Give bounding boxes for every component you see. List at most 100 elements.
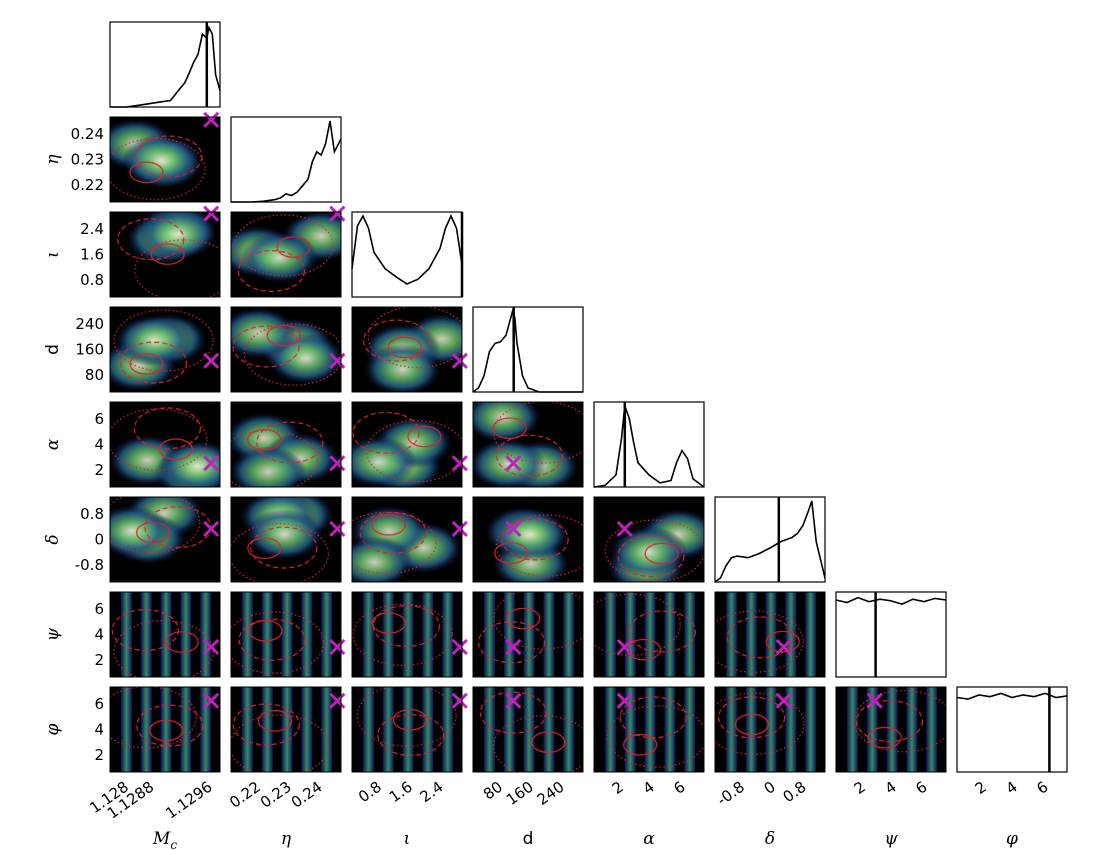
panel-d-vs-iota	[351, 306, 468, 393]
truth-marker-d-vs-Mc	[203, 352, 220, 369]
panel-d-vs-d	[472, 306, 584, 393]
truth-marker-psi-vs-alpha	[616, 638, 633, 656]
panel-alpha-vs-alpha	[593, 401, 705, 488]
ytick-d-0: 80	[85, 366, 104, 384]
ytick-eta-0: 0.22	[71, 176, 104, 194]
ytick-phi-1: 4	[94, 721, 104, 739]
xtick-iota-0: 0.8	[355, 778, 385, 806]
xlabel-psi: ψ	[884, 829, 898, 849]
truth-marker-phi-vs-alpha	[616, 692, 633, 709]
panel-psi-vs-eta	[230, 591, 346, 678]
truth-marker-d-vs-eta	[329, 352, 346, 369]
panel-alpha-vs-d	[472, 401, 584, 488]
ytick-delta-2: 0.8	[80, 505, 104, 523]
panel-Mc-vs-Mc	[109, 21, 221, 108]
ytick-d-2: 240	[75, 315, 104, 333]
marginal-curve-iota	[351, 214, 463, 285]
marginal-frame-d	[472, 306, 584, 393]
ytick-iota-1: 1.6	[80, 246, 104, 264]
ytick-alpha-0: 2	[94, 461, 104, 479]
ytick-iota-0: 0.8	[80, 271, 104, 289]
xtick-Mc-2: 1.1296	[162, 778, 215, 823]
truth-marker-psi-vs-eta	[329, 638, 346, 656]
panel-eta-vs-Mc	[109, 111, 221, 203]
xtick-delta-2: 0.8	[780, 778, 810, 806]
xlabel-iota: ι	[404, 829, 411, 849]
marginal-frame-delta	[714, 496, 826, 583]
ytick-delta-0: -0.8	[75, 556, 104, 574]
xlabel-Mc: Mc	[152, 829, 177, 850]
truth-marker-phi-vs-psi	[866, 692, 883, 709]
panel-alpha-vs-Mc	[109, 401, 221, 488]
ytick-eta-2: 0.24	[71, 125, 104, 143]
truth-marker-delta-vs-d	[505, 520, 522, 537]
truth-marker-delta-vs-alpha	[616, 520, 633, 537]
panel-delta-vs-alpha	[593, 496, 705, 583]
xtick-d-1: 160	[503, 778, 537, 809]
xtick-d-2: 240	[534, 778, 568, 809]
xtick-psi-0: 2	[851, 778, 869, 798]
marginal-curve-Mc	[110, 25, 221, 108]
ylabel-psi: ψ	[43, 627, 63, 641]
truth-marker-alpha-vs-iota	[451, 455, 468, 472]
ytick-psi-1: 4	[94, 626, 104, 644]
marginal-curve-eta	[231, 120, 342, 203]
xlabel-phi: φ	[1006, 829, 1018, 849]
marginal-curve-alpha	[593, 405, 705, 488]
ylabel-delta: δ	[43, 534, 63, 544]
truth-marker-psi-vs-d	[505, 638, 522, 656]
panel-psi-vs-iota	[351, 591, 468, 678]
ytick-eta-1: 0.23	[71, 151, 104, 169]
panel-iota-vs-iota	[351, 211, 464, 298]
ytick-d-1: 160	[75, 341, 104, 359]
ylabel-alpha: α	[43, 438, 63, 450]
xtick-phi-2: 6	[1033, 778, 1051, 798]
xlabel-alpha: α	[643, 829, 655, 849]
truth-marker-delta-vs-Mc	[203, 520, 220, 537]
marginal-frame-psi	[835, 591, 947, 678]
truth-marker-alpha-vs-eta	[329, 455, 346, 472]
xtick-iota-1: 1.6	[386, 778, 416, 806]
truth-marker-delta-vs-eta	[329, 520, 346, 537]
panel-phi-vs-Mc	[109, 686, 221, 773]
panel-iota-vs-eta	[230, 205, 346, 298]
marginal-frame-iota	[351, 211, 463, 298]
ytick-alpha-1: 4	[94, 436, 104, 454]
xlabel-eta: η	[281, 829, 292, 849]
ytick-phi-0: 2	[94, 746, 104, 764]
ytick-psi-2: 6	[94, 600, 104, 618]
panel-d-vs-eta	[230, 306, 346, 393]
truth-marker-iota-vs-Mc	[203, 205, 220, 222]
panel-delta-vs-d	[472, 496, 584, 583]
ylabel-eta: η	[43, 154, 63, 165]
ytick-delta-1: 0	[94, 531, 104, 549]
truth-marker-psi-vs-iota	[451, 638, 468, 656]
panel-phi-vs-phi	[956, 686, 1068, 773]
truth-marker-phi-vs-Mc	[203, 692, 220, 709]
truth-marker-d-vs-iota	[451, 352, 468, 369]
xtick-delta-1: 0	[761, 778, 779, 798]
panel-phi-vs-psi	[835, 686, 947, 773]
truth-marker-phi-vs-eta	[329, 692, 346, 709]
xtick-alpha-0: 2	[609, 778, 627, 798]
marginal-curve-d	[472, 308, 583, 393]
marginal-frame-eta	[230, 116, 342, 203]
panel-iota-vs-Mc	[109, 205, 221, 298]
panel-delta-vs-Mc	[109, 496, 221, 583]
panel-phi-vs-alpha	[593, 686, 705, 773]
xtick-psi-1: 4	[882, 778, 900, 798]
marginal-curve-psi	[835, 596, 947, 605]
truth-marker-alpha-vs-d	[505, 455, 522, 472]
xtick-iota-2: 2.4	[417, 778, 447, 806]
ylabel-iota: ι	[43, 251, 63, 258]
truth-marker-delta-vs-iota	[451, 520, 468, 537]
panel-delta-vs-delta	[714, 496, 826, 583]
panel-phi-vs-iota	[351, 686, 468, 773]
xtick-alpha-1: 4	[640, 778, 658, 798]
truth-marker-alpha-vs-Mc	[203, 455, 220, 472]
ytick-alpha-2: 6	[94, 410, 104, 428]
truth-marker-eta-vs-Mc	[203, 111, 220, 128]
panel-alpha-vs-iota	[351, 401, 468, 488]
xtick-eta-2: 0.24	[288, 778, 326, 812]
